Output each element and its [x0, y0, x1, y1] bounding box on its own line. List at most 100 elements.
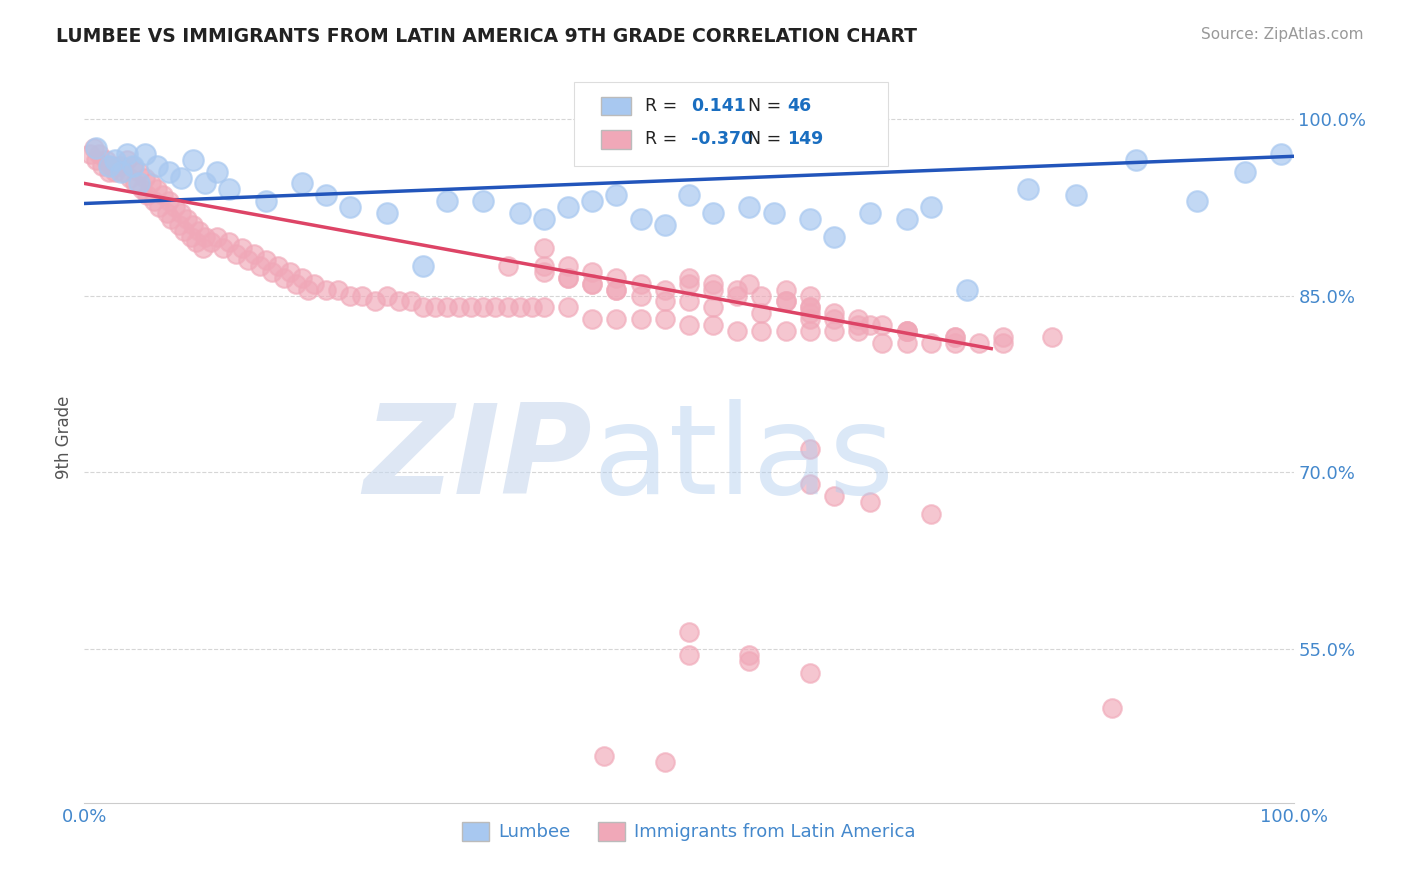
Point — [225, 247, 247, 261]
Point — [654, 312, 676, 326]
Point — [120, 170, 142, 185]
Point — [581, 277, 603, 291]
Text: -0.370: -0.370 — [692, 130, 754, 148]
Point — [557, 270, 579, 285]
Point — [423, 301, 446, 315]
Point — [533, 241, 555, 255]
Point — [630, 288, 652, 302]
Point — [436, 301, 458, 315]
Point — [284, 277, 308, 291]
Point — [581, 194, 603, 208]
Point — [630, 312, 652, 326]
Point — [725, 324, 748, 338]
Point — [128, 164, 150, 178]
Point — [896, 324, 918, 338]
Point — [993, 330, 1015, 344]
Point — [846, 324, 869, 338]
Point — [702, 301, 724, 315]
Point — [104, 164, 127, 178]
Point — [87, 147, 110, 161]
Point — [920, 200, 942, 214]
Point — [993, 335, 1015, 350]
Point — [254, 194, 277, 208]
Point — [107, 159, 129, 173]
Point — [184, 235, 207, 250]
Point — [605, 283, 627, 297]
Text: R =: R = — [645, 96, 678, 115]
Point — [581, 277, 603, 291]
Point — [143, 194, 166, 208]
Point — [170, 206, 193, 220]
Text: 149: 149 — [787, 130, 823, 148]
Point — [134, 147, 156, 161]
Point — [557, 259, 579, 273]
Point — [375, 206, 398, 220]
Point — [872, 335, 894, 350]
Point — [520, 301, 543, 315]
Point — [173, 224, 195, 238]
Point — [593, 748, 616, 763]
Point — [738, 648, 761, 663]
Point — [146, 159, 169, 173]
Point — [702, 277, 724, 291]
Point — [823, 489, 845, 503]
Text: atlas: atlas — [592, 399, 894, 519]
Point — [775, 294, 797, 309]
Point — [152, 188, 174, 202]
Point — [967, 335, 990, 350]
Point — [702, 283, 724, 297]
Point — [472, 194, 495, 208]
Point — [738, 654, 761, 668]
Point — [155, 206, 177, 220]
Point — [751, 306, 773, 320]
Point — [339, 288, 361, 302]
Point — [725, 283, 748, 297]
Point — [738, 200, 761, 214]
Point — [121, 159, 143, 173]
Point — [484, 301, 506, 315]
Point — [1234, 164, 1257, 178]
Point — [231, 241, 253, 255]
Point — [124, 177, 146, 191]
Point — [375, 288, 398, 302]
Point — [181, 218, 204, 232]
Point — [315, 283, 337, 297]
Point — [799, 288, 821, 302]
Point — [605, 188, 627, 202]
Point — [121, 159, 143, 173]
Point — [533, 211, 555, 226]
Point — [799, 306, 821, 320]
Point — [436, 194, 458, 208]
Point — [399, 294, 422, 309]
Point — [218, 235, 240, 250]
Point — [1125, 153, 1147, 167]
Point — [472, 301, 495, 315]
Point — [110, 159, 132, 173]
Point — [605, 283, 627, 297]
Point — [115, 153, 138, 167]
Point — [112, 164, 135, 178]
Point — [678, 270, 700, 285]
Point — [859, 495, 882, 509]
Point — [823, 312, 845, 326]
Point — [581, 312, 603, 326]
Point — [1185, 194, 1208, 208]
Text: 46: 46 — [787, 96, 811, 115]
Point — [170, 170, 193, 185]
Point — [654, 755, 676, 769]
Point — [799, 301, 821, 315]
Point — [533, 301, 555, 315]
Point — [128, 177, 150, 191]
Point — [181, 153, 204, 167]
Point — [188, 224, 211, 238]
Point — [630, 211, 652, 226]
Point — [799, 312, 821, 326]
Point — [302, 277, 325, 291]
Point — [823, 306, 845, 320]
Point — [557, 200, 579, 214]
Point — [160, 211, 183, 226]
Point — [943, 335, 966, 350]
Point — [496, 259, 519, 273]
Point — [509, 206, 531, 220]
Point — [291, 177, 314, 191]
